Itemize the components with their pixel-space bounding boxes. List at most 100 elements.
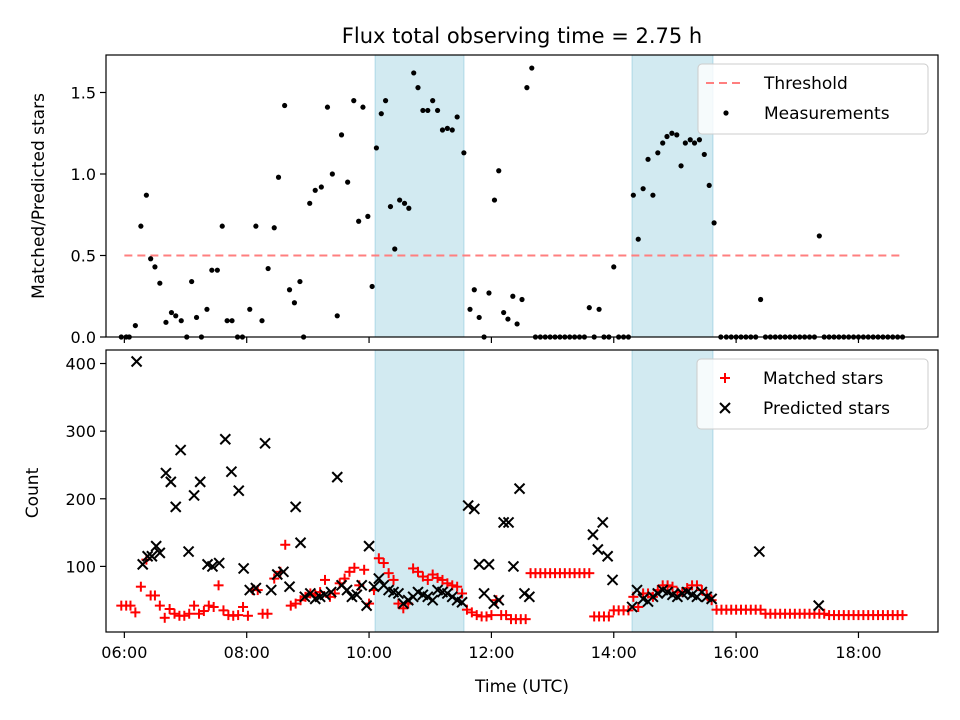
y-tick-label: 0.0 bbox=[71, 328, 96, 347]
matched-star-point bbox=[819, 608, 830, 619]
x-tick-label: 18:00 bbox=[835, 643, 881, 662]
measurement-point bbox=[351, 98, 357, 104]
predicted-star-point bbox=[219, 433, 232, 445]
measurement-point bbox=[265, 265, 271, 272]
bottom-legend: Matched stars Predicted stars bbox=[696, 358, 929, 430]
measurement-point bbox=[467, 306, 473, 312]
measurement-point bbox=[491, 197, 498, 203]
measurement-point bbox=[650, 192, 656, 198]
measurement-point bbox=[674, 132, 680, 138]
legend-marker bbox=[723, 110, 729, 116]
predicted-star-point bbox=[271, 568, 284, 581]
top-y-ticks: 0.0 0.5 1.0 1.5 bbox=[71, 83, 106, 347]
predicted-star-point bbox=[194, 476, 206, 488]
x-tick-label: 08:00 bbox=[224, 643, 270, 662]
predicted-star-point bbox=[441, 587, 454, 600]
legend-marker bbox=[719, 402, 731, 414]
bottom-axes-frame bbox=[105, 349, 939, 633]
matched-star-point bbox=[285, 600, 296, 611]
predicted-star-point bbox=[213, 557, 225, 569]
measurement-point bbox=[157, 280, 163, 286]
measurement-point bbox=[439, 127, 446, 133]
predicted-star-point bbox=[160, 467, 172, 479]
bottom-series bbox=[116, 355, 908, 625]
matched-star-point bbox=[373, 553, 384, 564]
predicted-star-point bbox=[523, 591, 536, 603]
predicted-star-point bbox=[356, 579, 368, 592]
matched-star-point bbox=[452, 581, 463, 592]
measurement-point bbox=[307, 200, 313, 206]
predicted-star-point bbox=[170, 501, 182, 513]
predicted-star-point bbox=[478, 587, 490, 600]
measurement-point bbox=[271, 225, 277, 231]
measurement-point bbox=[291, 300, 298, 306]
matched-star-point bbox=[359, 564, 370, 575]
matched-star-point bbox=[154, 600, 165, 611]
measurement-point bbox=[312, 187, 318, 193]
measurement-point bbox=[275, 174, 282, 180]
predicted-star-point bbox=[360, 599, 373, 612]
predicted-star-point bbox=[283, 580, 296, 593]
measurement-point bbox=[345, 179, 351, 185]
measurement-point bbox=[757, 296, 764, 303]
matched-star-point bbox=[184, 608, 195, 619]
measurement-point bbox=[415, 85, 421, 91]
measurement-point bbox=[687, 137, 693, 143]
measurement-point bbox=[204, 306, 210, 312]
measurement-point bbox=[397, 197, 403, 203]
matched-star-point bbox=[179, 610, 190, 621]
predicted-star-point bbox=[136, 558, 149, 571]
matched-star-point bbox=[584, 568, 595, 579]
measurement-point bbox=[519, 296, 525, 303]
measurement-point bbox=[529, 65, 535, 71]
measurement-point bbox=[444, 125, 450, 131]
measurement-point bbox=[596, 306, 602, 312]
measurement-point bbox=[430, 98, 436, 104]
predicted-star-point bbox=[392, 587, 405, 600]
matched-star-point bbox=[320, 574, 331, 585]
measurement-point bbox=[449, 127, 455, 133]
measurement-point bbox=[476, 314, 482, 321]
measurement-point bbox=[645, 156, 651, 162]
measurement-point bbox=[411, 70, 417, 76]
measurement-point bbox=[259, 318, 265, 324]
measurement-point bbox=[706, 182, 712, 189]
predicted-star-point bbox=[130, 355, 143, 368]
predicted-star-point bbox=[647, 591, 659, 603]
predicted-star-point bbox=[225, 466, 238, 478]
matched-star-point bbox=[169, 608, 180, 619]
measurement-point bbox=[635, 236, 641, 242]
predicted-star-point bbox=[277, 566, 290, 578]
measurement-point bbox=[356, 218, 362, 224]
matched-star-point bbox=[198, 606, 209, 617]
predicted-star-point bbox=[626, 601, 638, 613]
measurement-point bbox=[496, 168, 502, 174]
measurement-point bbox=[163, 319, 169, 325]
measurement-point bbox=[501, 309, 507, 316]
predicted-star-point bbox=[753, 545, 766, 558]
predicted-star-point bbox=[244, 584, 256, 596]
predicted-star-point bbox=[368, 580, 380, 593]
y-tick-label: 100 bbox=[65, 557, 96, 576]
predicted-star-point bbox=[146, 550, 158, 562]
measurement-point bbox=[318, 184, 324, 190]
predicted-star-point bbox=[397, 597, 410, 610]
predicted-star-point bbox=[446, 591, 458, 603]
top-legend: Threshold Measurements bbox=[697, 63, 929, 135]
matched-star-point bbox=[262, 608, 273, 619]
legend-label: Threshold bbox=[763, 74, 848, 94]
predicted-star-point bbox=[468, 503, 480, 515]
measurement-point bbox=[471, 287, 477, 293]
top-x-ticks bbox=[123, 337, 860, 343]
predicted-star-point bbox=[507, 560, 520, 573]
predicted-star-point bbox=[631, 584, 643, 596]
bottom-y-ticks: 100 200 300 400 bbox=[65, 355, 106, 576]
measurement-point bbox=[286, 287, 293, 293]
x-tick-label: 14:00 bbox=[591, 643, 637, 662]
measurement-point bbox=[711, 220, 717, 226]
predicted-star-point bbox=[456, 596, 468, 608]
matched-star-point bbox=[432, 572, 443, 583]
matched-star-point bbox=[603, 611, 614, 622]
predicted-star-point bbox=[206, 560, 219, 573]
predicted-star-point bbox=[188, 489, 200, 502]
